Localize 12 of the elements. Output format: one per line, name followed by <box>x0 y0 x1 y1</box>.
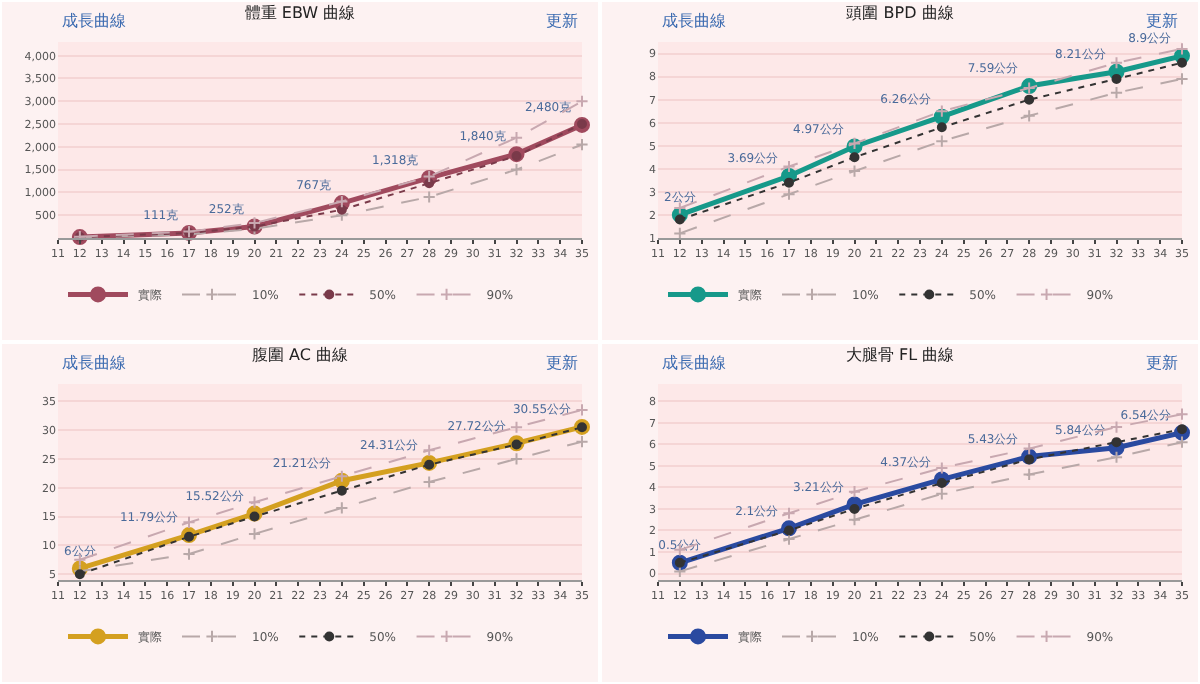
text: 更新 <box>1146 354 1178 372</box>
text: 成長曲線 <box>62 354 126 372</box>
chart-title: 腹圍 AC 曲線 <box>251 346 349 365</box>
chart-title: 體重 EBW 曲線 <box>244 4 356 23</box>
text: 更新 <box>546 12 578 30</box>
chart-title: 大腿骨 FL 曲線 <box>845 346 955 365</box>
text: 更新 <box>546 354 578 372</box>
chart-title: 頭圍 BPD 曲線 <box>846 4 954 23</box>
text: 成長曲線 <box>62 12 126 30</box>
text: 更新 <box>1146 12 1178 30</box>
text: 成長曲線 <box>662 354 726 372</box>
text: 成長曲線 <box>662 12 726 30</box>
